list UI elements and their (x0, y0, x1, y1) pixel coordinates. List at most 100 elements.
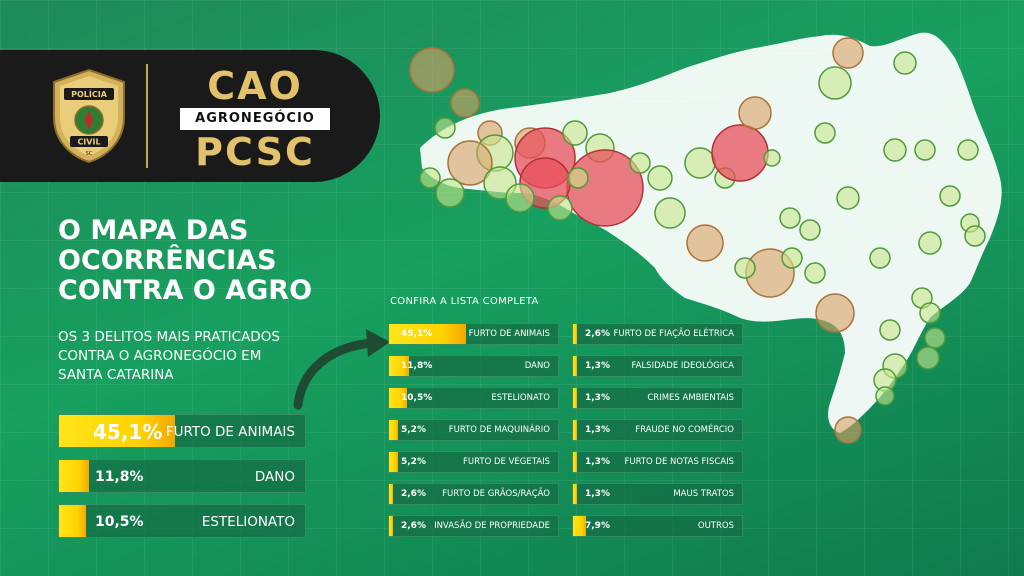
list-item-pct: 1,3% (585, 489, 610, 499)
banner-divider (146, 64, 148, 168)
list-item: 11,8% DANO (388, 355, 559, 377)
occurrence-bubble (686, 224, 724, 262)
occurrence-bubble (924, 327, 946, 349)
top3-fill (59, 415, 175, 447)
list-item-fill (389, 388, 407, 408)
subtitle-line-1: OS 3 DELITOS MAIS PRATICADOS (58, 329, 280, 345)
title-line-1: O MAPA DAS (58, 215, 249, 246)
occurrence-bubble (567, 167, 589, 189)
occurrence-bubble (435, 178, 465, 208)
list-item: 2,6% FURTO DE FIAÇÃO ELÉTRICA (572, 323, 743, 345)
occurrence-bubble (869, 247, 891, 269)
list-item: 1,3% CRIMES AMBIENTAIS (572, 387, 743, 409)
list-item-fill (573, 356, 577, 376)
list-item-label: DANO (524, 361, 550, 371)
list-item-pct: 11,8% (401, 361, 433, 371)
police-badge-icon: POLÍCIA CIVIL SC (53, 68, 125, 164)
list-item: 2,6% INVASÃO DE PROPRIEDADE (388, 515, 559, 537)
occurrence-bubble (434, 117, 456, 139)
list-item-label: FURTO DE MAQUINÁRIO (448, 425, 550, 435)
list-item-fill (573, 484, 577, 504)
occurrence-bubble (419, 167, 441, 189)
occurrence-bubble (964, 225, 986, 247)
occurrence-bubble (916, 346, 940, 370)
occurrence-bubble (914, 139, 936, 161)
top3-row: 10,5% ESTELIONATO (58, 504, 306, 538)
occurrence-bubble (832, 37, 864, 69)
list-item: 45,1% FURTO DE ANIMAIS (388, 323, 559, 345)
list-item: 1,3% FURTO DE NOTAS FISCAIS (572, 451, 743, 473)
page-title: O MAPA DAS OCORRÊNCIAS CONTRA O AGRO (58, 216, 378, 306)
list-item-fill (573, 420, 577, 440)
list-item-label: FURTO DE NOTAS FISCAIS (624, 457, 734, 467)
occurrence-bubble (883, 138, 907, 162)
list-item-label: MAUS TRATOS (673, 489, 734, 499)
occurrence-bubble (562, 120, 588, 146)
subtitle-line-3: SANTA CATARINA (58, 367, 174, 383)
title-line-2: OCORRÊNCIAS (58, 245, 277, 276)
list-item: 1,3% FALSIDADE IDEOLÓGICA (572, 355, 743, 377)
subtitle-line-2: CONTRA O AGRONEGÓCIO EM (58, 348, 262, 364)
occurrence-bubble (763, 149, 781, 167)
list-item-fill (573, 324, 578, 344)
occurrence-bubble (734, 257, 756, 279)
list-item-pct: 7,9% (585, 521, 610, 531)
subtitle: OS 3 DELITOS MAIS PRATICADOS CONTRA O AG… (58, 328, 378, 385)
top3-label: ESTELIONATO (201, 514, 295, 530)
top3-fill (59, 505, 86, 537)
list-item-fill (573, 388, 577, 408)
list-item-fill (389, 516, 394, 536)
badge-top-text: POLÍCIA (71, 88, 108, 99)
top3-row: 11,8% DANO (58, 459, 306, 493)
occurrence-bubble (834, 416, 862, 444)
occurrence-bubble (814, 122, 836, 144)
list-item-pct: 2,6% (401, 521, 426, 531)
brand-cao: CAO (207, 64, 303, 108)
top3-label: FURTO DE ANIMAIS (165, 424, 295, 440)
list-item-pct: 5,2% (401, 457, 426, 467)
top3-pct: 10,5% (95, 514, 144, 530)
list-item-label: OUTROS (697, 521, 734, 531)
list-item-fill (389, 356, 410, 376)
top3-fill (59, 460, 89, 492)
list-item-fill (573, 452, 577, 472)
occurrence-bubble (629, 152, 651, 174)
occurrence-bubbles (409, 37, 986, 444)
list-item-label: FURTO DE FIAÇÃO ELÉTRICA (613, 329, 735, 339)
list-item-pct: 1,3% (585, 361, 610, 371)
occurrence-bubble (654, 197, 686, 229)
list-item-label: CRIMES AMBIENTAIS (647, 393, 734, 403)
occurrence-bubble (450, 88, 480, 118)
curved-arrow-icon (293, 329, 390, 410)
occurrence-bubble (893, 51, 917, 75)
occurrence-bubble (818, 66, 852, 100)
brand-agronegocio: AGRONEGÓCIO (180, 108, 330, 130)
top3-row: 45,1% FURTO DE ANIMAIS (58, 414, 306, 448)
list-item-pct: 2,6% (585, 329, 610, 339)
list-item-label: FURTO DE GRÃOS/RAÇÃO (442, 489, 550, 499)
list-item: 5,2% FURTO DE VEGETAIS (388, 451, 559, 473)
occurrence-bubble (919, 302, 941, 324)
list-item-label: FURTO DE VEGETAIS (463, 457, 550, 467)
occurrence-bubble (939, 185, 961, 207)
occurrence-bubble (647, 165, 673, 191)
occurrence-bubble (918, 231, 942, 255)
occurrence-bubble (875, 386, 895, 406)
list-item-label: FURTO DE ANIMAIS (468, 329, 550, 339)
list-item: 1,3% MAUS TRATOS (572, 483, 743, 505)
list-item-label: ESTELIONATO (491, 393, 550, 403)
santa-catarina-map (409, 32, 1002, 444)
occurrence-bubble (804, 262, 826, 284)
list-item-fill (573, 516, 587, 536)
list-item: 1,3% FRAUDE NO COMÉRCIO (572, 419, 743, 441)
occurrence-bubble (505, 183, 535, 213)
top3-pct: 11,8% (95, 469, 144, 485)
list-item-pct: 10,5% (401, 393, 433, 403)
list-item: 2,6% FURTO DE GRÃOS/RAÇÃO (388, 483, 559, 505)
list-item: 5,2% FURTO DE MAQUINÁRIO (388, 419, 559, 441)
list-item-fill (389, 324, 466, 344)
header-banner: POLÍCIA CIVIL SC CAO AGRONEGÓCIO PCSC (0, 50, 380, 182)
top3-label: DANO (254, 469, 295, 485)
occurrence-bubble (781, 247, 803, 269)
list-item-pct: 2,6% (401, 489, 426, 499)
